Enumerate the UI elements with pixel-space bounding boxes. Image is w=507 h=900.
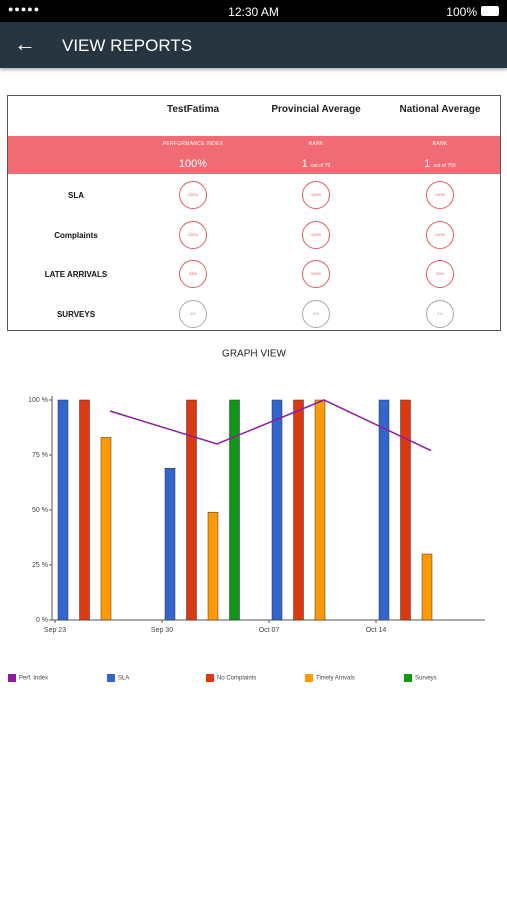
x-tick-label: Oct 07: [259, 627, 280, 634]
summary-row: PERFORMANCE INDEX 100% RANK 1 out of 79 RANK…: [8, 136, 500, 174]
metric-circle: 0%: [179, 299, 207, 328]
chart-title: GRAPH VIEW: [222, 349, 286, 360]
metric-circle: 0%: [426, 299, 454, 328]
y-tick-label: 75 %: [32, 452, 48, 459]
metric-label: Complaints: [54, 230, 98, 240]
summary-value: 1 out of 79: [266, 158, 366, 170]
metric-circle: 100%: [426, 220, 454, 249]
summary-label: RANK: [432, 141, 448, 147]
summary-number: 1: [301, 158, 308, 170]
metric-circle: 33%: [179, 260, 207, 288]
y-tick-label: 25 %: [32, 562, 48, 569]
screen-title: VIEW REPORTS: [62, 36, 193, 55]
metric-circle: 100%: [426, 181, 454, 209]
legend-label: No Complaints: [217, 676, 256, 682]
bar: [186, 399, 197, 621]
x-tick-label: Sep 30: [151, 627, 173, 634]
metric-label: LATE ARRIVALS: [44, 270, 108, 279]
y-tick-label: 50 %: [32, 507, 48, 514]
metric-label: SURVEYS: [56, 309, 96, 319]
summary-note: out of 759: [433, 163, 456, 169]
legend-label: Perf. Index: [19, 676, 48, 682]
back-button[interactable]: ←: [14, 31, 36, 56]
signal-icon: ●●●●●: [8, 4, 41, 14]
metric-circle: 20%: [426, 260, 454, 288]
legend-swatch: [404, 674, 412, 682]
battery-icon: [481, 6, 499, 16]
summary-label: RANK: [308, 141, 324, 147]
metric-label: SLA: [68, 191, 84, 200]
bar: [207, 511, 219, 621]
legend-swatch: [305, 674, 313, 682]
status-time: 12:30 AM: [228, 5, 279, 19]
legend-swatch: [8, 674, 16, 682]
legend-label: Surveys: [415, 676, 437, 682]
y-tick-label: 0 %: [36, 617, 48, 624]
summary-label: PERFORMANCE INDEX: [162, 141, 224, 147]
summary-value: 100%: [143, 158, 243, 170]
column-header: TestFatima: [166, 104, 220, 115]
x-tick-label: Oct 14: [366, 627, 387, 634]
metric-row: SURVEYS 0% 0% 0%: [8, 296, 500, 332]
summary-number: 1: [424, 158, 431, 170]
metric-row: SLA 100% 100% 100%: [8, 177, 500, 213]
bar: [378, 399, 390, 621]
summary-note: out of 79: [310, 163, 331, 169]
metric-circle: 100%: [302, 260, 330, 288]
app-bar: ← VIEW REPORTS: [0, 22, 507, 68]
metric-row: LATE ARRIVALS 33% 100% 20%: [8, 256, 500, 292]
metric-circle: 100%: [302, 181, 330, 209]
bar: [229, 399, 240, 621]
status-bar: ●●●●● 12:30 AM 100%: [0, 0, 507, 22]
legend-label: SLA: [118, 676, 129, 682]
metric-row: Complaints 100% 100% 100%: [8, 217, 500, 253]
x-tick-label: Sep 23: [44, 627, 66, 634]
metric-circle: 100%: [302, 220, 330, 249]
bar: [400, 399, 411, 621]
bar: [57, 399, 69, 621]
bar: [79, 399, 90, 621]
metric-circle: 0%: [302, 299, 330, 328]
legend-swatch: [206, 674, 214, 682]
table-header: TestFatima Provincial Average National Ave…: [8, 96, 500, 136]
bar: [293, 399, 304, 621]
metric-circle: 100%: [179, 181, 207, 209]
report-table: TestFatima Provincial Average National Ave…: [7, 95, 501, 331]
line: [109, 399, 432, 452]
summary-value: 1 out of 759: [390, 158, 490, 170]
summary-number: 100%: [178, 158, 208, 170]
battery-level: 100%: [446, 5, 477, 19]
column-header: Provincial Average: [271, 104, 361, 115]
bar: [164, 467, 176, 621]
column-header: National Average: [399, 104, 481, 115]
metric-circle: 100%: [179, 220, 207, 249]
legend-swatch: [107, 674, 115, 682]
y-tick-label: 100 %: [28, 397, 48, 404]
bar: [314, 399, 326, 621]
bar: [421, 553, 433, 621]
bar: [100, 437, 112, 621]
legend-label: Timely Arrivals: [316, 676, 355, 682]
bar: [271, 399, 283, 621]
